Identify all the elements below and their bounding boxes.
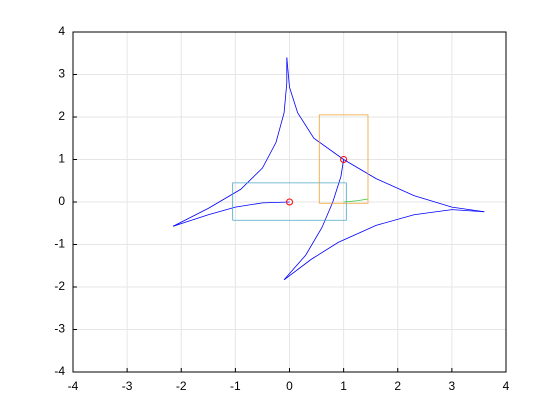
y-tick-label: -3 — [54, 322, 65, 336]
x-tick-label: -4 — [68, 379, 79, 393]
marker — [340, 156, 348, 163]
y-tick-label: 3 — [58, 67, 65, 81]
x-tick-label: -2 — [176, 379, 187, 393]
y-tick-label: 0 — [58, 194, 65, 208]
x-tick-label: 1 — [340, 379, 347, 393]
curve — [232, 182, 347, 221]
x-tick-label: 2 — [394, 379, 401, 393]
x-tick-label: 0 — [286, 379, 293, 393]
x-tick-label: -3 — [122, 379, 133, 393]
y-tick-label: -2 — [54, 279, 65, 293]
y-tick-label: 4 — [58, 24, 65, 38]
axes-box — [72, 31, 507, 373]
y-tick-label: 2 — [58, 109, 65, 123]
x-tick-label: 3 — [449, 379, 456, 393]
curve — [173, 201, 290, 227]
x-tick-label: -1 — [230, 379, 241, 393]
curve — [283, 159, 345, 281]
x-tick-label: 4 — [503, 379, 510, 393]
curve — [172, 57, 288, 227]
y-tick-label: -4 — [54, 364, 65, 378]
y-tick-label: -1 — [54, 237, 65, 251]
curve — [283, 209, 485, 281]
curve — [343, 198, 369, 203]
y-tick-label: 1 — [58, 152, 65, 166]
curve — [318, 114, 369, 204]
marker — [286, 198, 293, 206]
